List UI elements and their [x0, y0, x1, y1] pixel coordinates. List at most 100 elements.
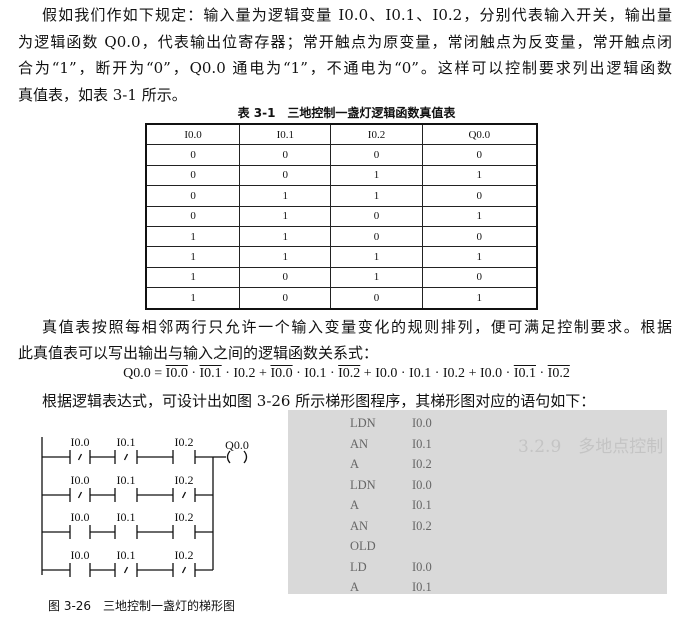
formula-variable: I0.0 [375, 366, 398, 381]
bleed-through-heading: 3.2.9 多地点控制 [518, 437, 664, 457]
contact-label: I0.0 [71, 473, 90, 487]
table-cell: 0 [239, 287, 332, 310]
formula-operator: · [221, 366, 234, 381]
paragraph1-line: 假如我们作如下规定：输入量为逻辑变量 I0.0、I0.1、I0.2，分别代表输入… [42, 6, 672, 24]
formula-lhs: Q0.0 = [123, 366, 166, 381]
table-cell: 1 [330, 185, 423, 207]
table-cell: 1 [330, 266, 423, 289]
paragraph2-line: 此真值表可以写出输出与输入之间的逻辑函数关系式： [18, 344, 379, 362]
table-cell: I0.1 [239, 123, 332, 146]
instruction-operand: I0.0 [412, 416, 432, 430]
contact-label: I0.2 [175, 435, 194, 449]
formula-operator: · [292, 366, 305, 381]
formula-variable: I0.1 [199, 366, 222, 381]
formula-operator: · [502, 366, 514, 381]
instruction-mnemonic: OLD [350, 539, 376, 553]
table-cell: 1 [145, 225, 241, 248]
paragraph3: 根据逻辑表达式，可设计出如图 3-26 所示梯形图程序，其梯形图对应的语句如下： [42, 392, 596, 410]
formula-operator: · [397, 366, 410, 381]
formula-variable: I0.0 [270, 366, 293, 381]
table-cell: 1 [145, 266, 241, 289]
statement-row: AN I0.2 [350, 519, 432, 534]
instruction-operand: I0.0 [412, 477, 432, 492]
paragraph1-line: 合为“1”，断开为“0”，Q0.0 通电为“1”，不通电为“0”。这样可以控制要… [18, 59, 672, 77]
formula-operator: + [360, 366, 376, 381]
formula-operator: · [535, 366, 548, 381]
statement-row: AN I0.1 [350, 437, 432, 452]
contact-label: I0.2 [175, 548, 194, 562]
statement-row: LD I0.0 [350, 560, 432, 575]
statement-row: LDN I0.0 [350, 478, 432, 493]
logic-formula: Q0.0 = I0.0 · I0.1 · I0.2 + I0.0 · I0.1 … [0, 366, 693, 382]
formula-operator: · [187, 366, 200, 381]
formula-variable: I0.1 [513, 366, 536, 381]
paragraph2-line: 真值表按照每相邻两行只允许一个输入变量变化的规则排列，便可满足控制要求。根据 [42, 318, 672, 336]
contact-label: I0.1 [117, 548, 136, 562]
normally-closed-slash [181, 491, 187, 499]
table-cell: 0 [330, 225, 423, 248]
statement-row: A I0.1 [350, 580, 432, 595]
coil-label: Q0.0 [225, 438, 249, 452]
coil-left-arc [226, 450, 231, 464]
statement-list: 3.2.9 多地点控制 LDN I0.0 AN I0.1 A I0.2 LDN I0.0 A I0… [288, 410, 667, 594]
formula-variable: I0.1 [304, 366, 327, 381]
instruction-mnemonic: A [350, 580, 360, 594]
table-cell: 1 [421, 287, 538, 310]
table-cell: 1 [145, 287, 241, 310]
table-caption: 表 3-1 三地控制一盏灯逻辑函数真值表 [237, 106, 456, 120]
figure-caption: 图 3-26 三地控制一盏灯的梯形图 [48, 599, 236, 613]
table-cell: 1 [239, 225, 332, 248]
contact-label: I0.1 [117, 510, 136, 524]
formula-operator: · [326, 366, 339, 381]
contact-label: I0.0 [71, 548, 90, 562]
table-cell: 1 [239, 185, 332, 207]
coil-right-arc [243, 450, 248, 464]
table-header-row: I0.0 I0.1 I0.2 Q0.0 [145, 123, 538, 146]
statement-row: A I0.1 [350, 498, 432, 513]
table-cell: 1 [330, 164, 423, 187]
table-cell: 1 [145, 246, 241, 268]
statement-row: OLD [350, 539, 412, 554]
table-cell: 0 [145, 185, 241, 207]
formula-operator: + [255, 366, 271, 381]
ladder-diagram: I0.0 I0.1 I0.2 I0.0 I0.1 I0.2 I0.0 I0.1 I0.2 I0.0… [41, 435, 249, 577]
instruction-mnemonic: LDN [350, 477, 376, 492]
instruction-operand: I0.1 [412, 498, 432, 512]
instruction-operand: I0.0 [412, 559, 432, 574]
formula-variable: I0.0 [479, 366, 503, 381]
contact-label: I0.0 [71, 510, 90, 524]
instruction-mnemonic: A [350, 498, 360, 512]
statement-row: LDN I0.0 [350, 416, 432, 431]
table-cell: 0 [239, 144, 332, 166]
contact-label: I0.1 [117, 435, 136, 449]
formula-variable: I0.2 [442, 366, 466, 381]
table-cell: I0.0 [145, 123, 241, 146]
normally-closed-slash [123, 453, 129, 461]
table-cell: 0 [330, 287, 423, 310]
formula-operator: · [431, 366, 443, 381]
table-cell: 1 [330, 246, 423, 268]
contact-label: I0.2 [175, 473, 194, 487]
table-cell: 0 [330, 205, 423, 227]
truth-table: I0.0 I0.1 I0.2 Q0.0 0 0 0 0 0 0 1 1 0 1 1 0 0 1 0 1 1 1 0 0 1 1 1 1… [145, 123, 538, 310]
statement-row: A I0.2 [350, 457, 432, 472]
formula-variable: I0.1 [409, 366, 432, 381]
table-cell: I0.2 [330, 123, 423, 146]
formula-operator: + [465, 366, 480, 381]
instruction-mnemonic: A [350, 457, 360, 471]
contact-label: I0.2 [175, 510, 194, 524]
table-cell: 1 [239, 246, 332, 268]
instruction-mnemonic: LD [350, 559, 367, 574]
table-cell: 0 [421, 144, 538, 166]
table-cell: 0 [239, 266, 332, 289]
table-cell: 0 [145, 144, 241, 166]
formula-variable: I0.2 [547, 366, 570, 381]
instruction-mnemonic: LDN [350, 416, 376, 430]
